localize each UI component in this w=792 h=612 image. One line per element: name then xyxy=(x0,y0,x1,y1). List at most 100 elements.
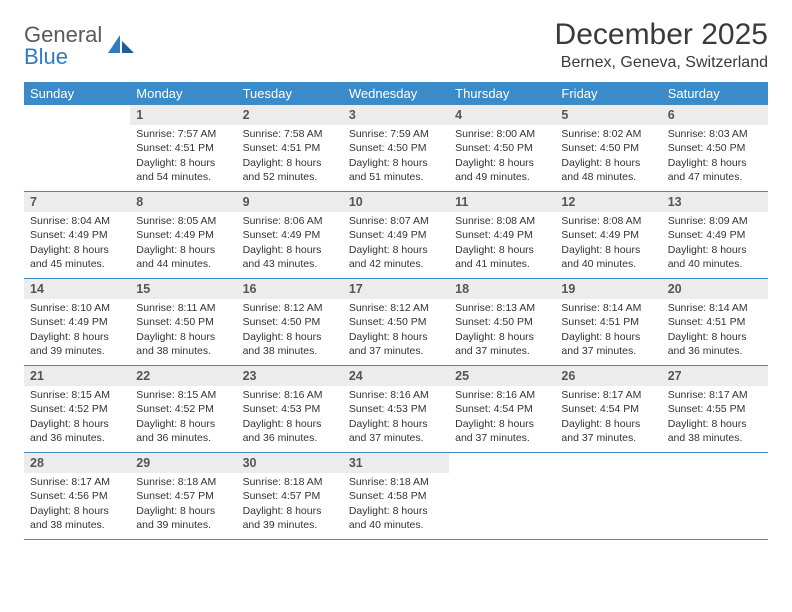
day-number: 7 xyxy=(24,192,130,212)
sunset-text: Sunset: 4:49 PM xyxy=(668,228,762,242)
day-details: Sunrise: 8:02 AMSunset: 4:50 PMDaylight:… xyxy=(555,125,661,188)
day-details: Sunrise: 8:05 AMSunset: 4:49 PMDaylight:… xyxy=(130,212,236,275)
day-cell: 23Sunrise: 8:16 AMSunset: 4:53 PMDayligh… xyxy=(237,366,343,452)
day-details: Sunrise: 8:17 AMSunset: 4:56 PMDaylight:… xyxy=(24,473,130,536)
sunrise-text: Sunrise: 8:16 AM xyxy=(243,388,337,402)
sunset-text: Sunset: 4:49 PM xyxy=(30,228,124,242)
day-details: Sunrise: 8:12 AMSunset: 4:50 PMDaylight:… xyxy=(343,299,449,362)
day-number: 13 xyxy=(662,192,768,212)
day-number: 22 xyxy=(130,366,236,386)
day-details: Sunrise: 8:14 AMSunset: 4:51 PMDaylight:… xyxy=(555,299,661,362)
daylight-text: Daylight: 8 hours and 49 minutes. xyxy=(455,156,549,184)
day-cell: 11Sunrise: 8:08 AMSunset: 4:49 PMDayligh… xyxy=(449,192,555,278)
day-cell: 8Sunrise: 8:05 AMSunset: 4:49 PMDaylight… xyxy=(130,192,236,278)
day-cell: 6Sunrise: 8:03 AMSunset: 4:50 PMDaylight… xyxy=(662,105,768,191)
day-cell: 25Sunrise: 8:16 AMSunset: 4:54 PMDayligh… xyxy=(449,366,555,452)
daylight-text: Daylight: 8 hours and 38 minutes. xyxy=(668,417,762,445)
sunset-text: Sunset: 4:50 PM xyxy=(561,141,655,155)
sunset-text: Sunset: 4:49 PM xyxy=(561,228,655,242)
day-number: 27 xyxy=(662,366,768,386)
daylight-text: Daylight: 8 hours and 37 minutes. xyxy=(349,330,443,358)
daylight-text: Daylight: 8 hours and 41 minutes. xyxy=(455,243,549,271)
sunrise-text: Sunrise: 8:08 AM xyxy=(455,214,549,228)
daylight-text: Daylight: 8 hours and 54 minutes. xyxy=(136,156,230,184)
sunrise-text: Sunrise: 8:18 AM xyxy=(349,475,443,489)
sunrise-text: Sunrise: 8:17 AM xyxy=(30,475,124,489)
sunset-text: Sunset: 4:52 PM xyxy=(30,402,124,416)
day-cell: 7Sunrise: 8:04 AMSunset: 4:49 PMDaylight… xyxy=(24,192,130,278)
day-number: 14 xyxy=(24,279,130,299)
day-cell xyxy=(662,453,768,539)
day-number: 10 xyxy=(343,192,449,212)
day-details: Sunrise: 8:06 AMSunset: 4:49 PMDaylight:… xyxy=(237,212,343,275)
sunset-text: Sunset: 4:53 PM xyxy=(243,402,337,416)
day-details: Sunrise: 8:15 AMSunset: 4:52 PMDaylight:… xyxy=(130,386,236,449)
day-cell: 22Sunrise: 8:15 AMSunset: 4:52 PMDayligh… xyxy=(130,366,236,452)
sunset-text: Sunset: 4:50 PM xyxy=(668,141,762,155)
logo: General Blue xyxy=(24,24,136,68)
daylight-text: Daylight: 8 hours and 45 minutes. xyxy=(30,243,124,271)
day-cell: 24Sunrise: 8:16 AMSunset: 4:53 PMDayligh… xyxy=(343,366,449,452)
day-number: 2 xyxy=(237,105,343,125)
day-number xyxy=(24,105,130,123)
sunrise-text: Sunrise: 8:16 AM xyxy=(349,388,443,402)
daylight-text: Daylight: 8 hours and 40 minutes. xyxy=(668,243,762,271)
day-number: 8 xyxy=(130,192,236,212)
day-cell: 20Sunrise: 8:14 AMSunset: 4:51 PMDayligh… xyxy=(662,279,768,365)
sunset-text: Sunset: 4:50 PM xyxy=(349,141,443,155)
day-number: 26 xyxy=(555,366,661,386)
day-number: 3 xyxy=(343,105,449,125)
daylight-text: Daylight: 8 hours and 43 minutes. xyxy=(243,243,337,271)
dow-thu: Thursday xyxy=(449,82,555,105)
sunrise-text: Sunrise: 8:18 AM xyxy=(136,475,230,489)
sunset-text: Sunset: 4:57 PM xyxy=(136,489,230,503)
day-details: Sunrise: 8:17 AMSunset: 4:54 PMDaylight:… xyxy=(555,386,661,449)
day-number: 30 xyxy=(237,453,343,473)
day-details: Sunrise: 8:08 AMSunset: 4:49 PMDaylight:… xyxy=(449,212,555,275)
header: General Blue December 2025 Bernex, Genev… xyxy=(24,18,768,72)
daylight-text: Daylight: 8 hours and 42 minutes. xyxy=(349,243,443,271)
day-details: Sunrise: 8:12 AMSunset: 4:50 PMDaylight:… xyxy=(237,299,343,362)
sunrise-text: Sunrise: 8:14 AM xyxy=(668,301,762,315)
sunset-text: Sunset: 4:50 PM xyxy=(455,141,549,155)
day-details xyxy=(24,123,130,129)
daylight-text: Daylight: 8 hours and 37 minutes. xyxy=(561,330,655,358)
day-number: 31 xyxy=(343,453,449,473)
sunrise-text: Sunrise: 8:12 AM xyxy=(243,301,337,315)
day-details: Sunrise: 8:16 AMSunset: 4:53 PMDaylight:… xyxy=(237,386,343,449)
day-details: Sunrise: 8:13 AMSunset: 4:50 PMDaylight:… xyxy=(449,299,555,362)
sunrise-text: Sunrise: 8:05 AM xyxy=(136,214,230,228)
dow-sat: Saturday xyxy=(662,82,768,105)
daylight-text: Daylight: 8 hours and 39 minutes. xyxy=(136,504,230,532)
day-number: 6 xyxy=(662,105,768,125)
dow-sun: Sunday xyxy=(24,82,130,105)
day-details: Sunrise: 7:59 AMSunset: 4:50 PMDaylight:… xyxy=(343,125,449,188)
day-details: Sunrise: 8:18 AMSunset: 4:58 PMDaylight:… xyxy=(343,473,449,536)
day-details xyxy=(555,471,661,477)
day-number xyxy=(662,453,768,471)
sunrise-text: Sunrise: 8:03 AM xyxy=(668,127,762,141)
week-row: 21Sunrise: 8:15 AMSunset: 4:52 PMDayligh… xyxy=(24,366,768,453)
logo-word2: Blue xyxy=(24,44,68,69)
day-details: Sunrise: 8:14 AMSunset: 4:51 PMDaylight:… xyxy=(662,299,768,362)
day-cell: 2Sunrise: 7:58 AMSunset: 4:51 PMDaylight… xyxy=(237,105,343,191)
day-number: 11 xyxy=(449,192,555,212)
sunset-text: Sunset: 4:54 PM xyxy=(455,402,549,416)
day-cell: 12Sunrise: 8:08 AMSunset: 4:49 PMDayligh… xyxy=(555,192,661,278)
day-details: Sunrise: 8:17 AMSunset: 4:55 PMDaylight:… xyxy=(662,386,768,449)
day-number: 17 xyxy=(343,279,449,299)
day-number: 20 xyxy=(662,279,768,299)
daylight-text: Daylight: 8 hours and 51 minutes. xyxy=(349,156,443,184)
sunset-text: Sunset: 4:58 PM xyxy=(349,489,443,503)
day-details: Sunrise: 8:07 AMSunset: 4:49 PMDaylight:… xyxy=(343,212,449,275)
day-number: 29 xyxy=(130,453,236,473)
day-cell: 16Sunrise: 8:12 AMSunset: 4:50 PMDayligh… xyxy=(237,279,343,365)
day-cell: 3Sunrise: 7:59 AMSunset: 4:50 PMDaylight… xyxy=(343,105,449,191)
day-details: Sunrise: 7:57 AMSunset: 4:51 PMDaylight:… xyxy=(130,125,236,188)
day-number: 12 xyxy=(555,192,661,212)
day-number xyxy=(449,453,555,471)
logo-sail-icon xyxy=(106,31,136,55)
sunset-text: Sunset: 4:49 PM xyxy=(349,228,443,242)
sunset-text: Sunset: 4:50 PM xyxy=(349,315,443,329)
sunset-text: Sunset: 4:55 PM xyxy=(668,402,762,416)
